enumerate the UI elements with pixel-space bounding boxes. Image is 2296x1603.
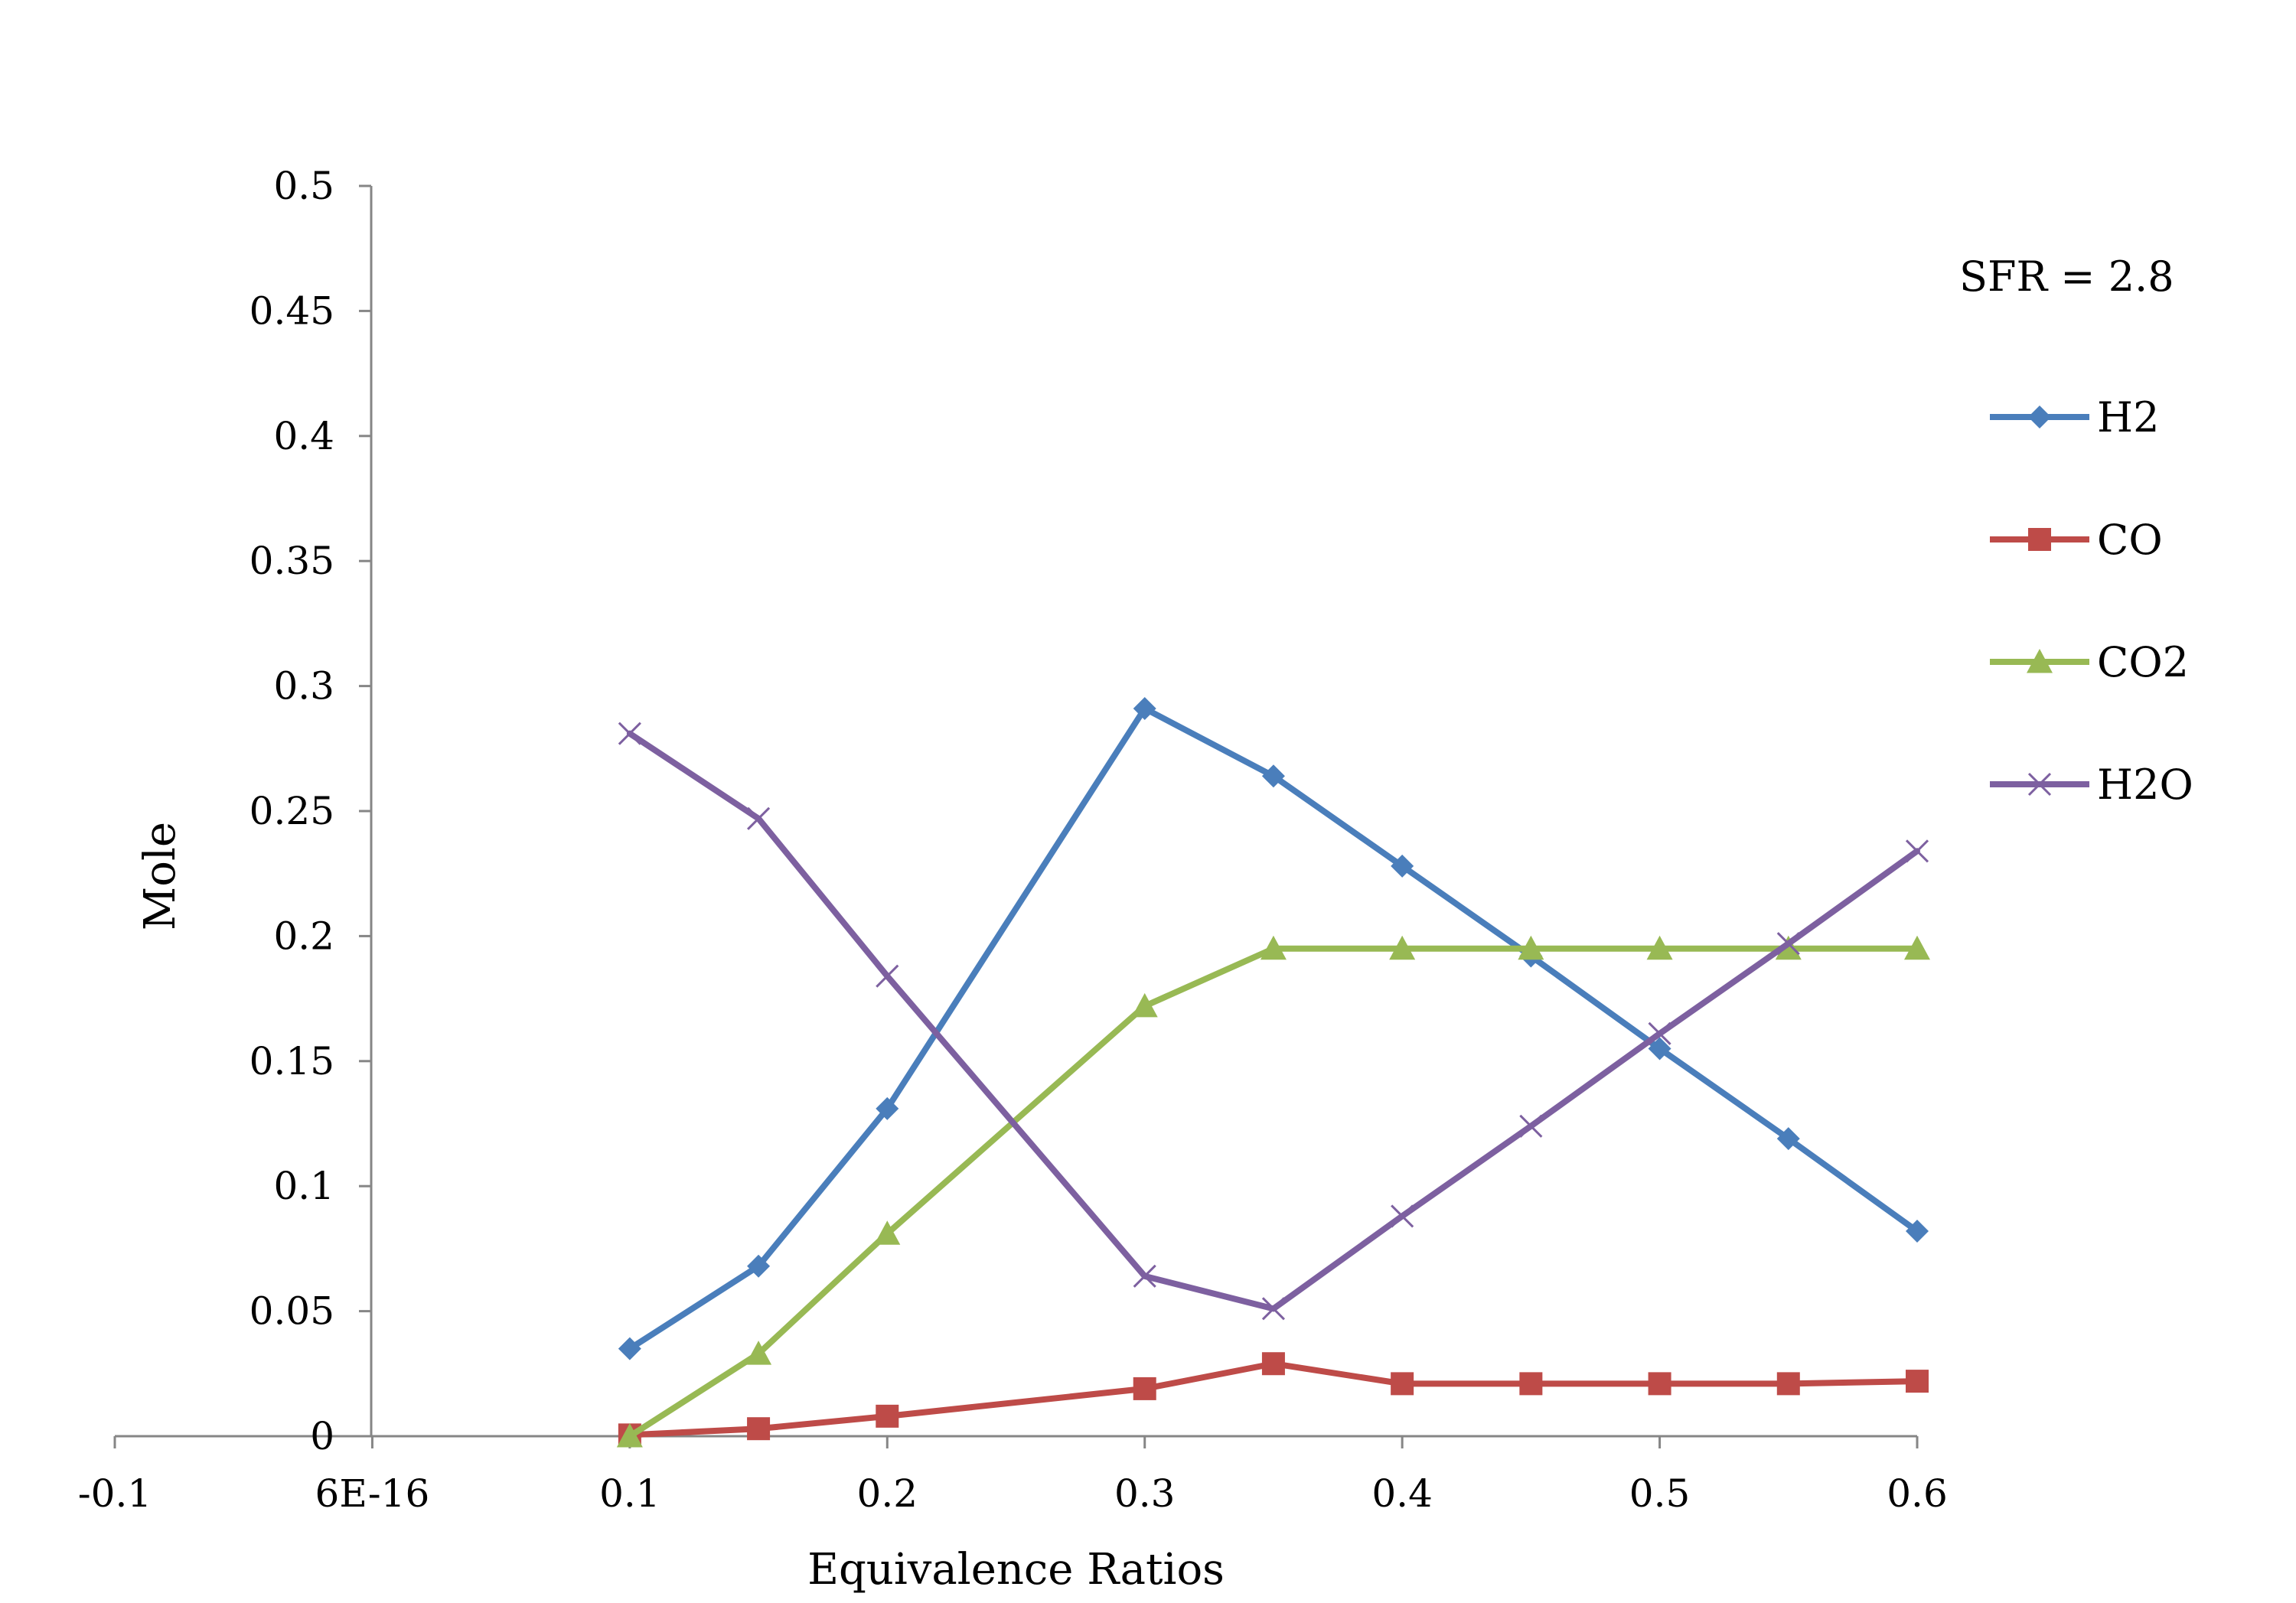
y-tick-label: 0.3 <box>273 664 334 709</box>
h2o-point <box>1261 1297 1285 1321</box>
h2o-point <box>1905 839 1929 863</box>
legend-marker-h2 <box>2028 406 2051 428</box>
y-tick-label: 0.1 <box>273 1164 334 1208</box>
x-tick-label: 0.5 <box>1629 1471 1691 1516</box>
y-tick-label: 0.4 <box>273 414 334 458</box>
h2-point <box>1261 764 1285 788</box>
co2-line <box>626 945 1920 1439</box>
co2-point <box>1904 935 1930 960</box>
h2o-point-stroke <box>618 722 641 745</box>
legend: H2 CO CO2 H2O <box>1990 393 2193 809</box>
x-axis-title: Equivalence Ratios <box>807 1545 1225 1595</box>
h2o-point-stroke <box>1133 1264 1156 1288</box>
h2o-point-stroke <box>1261 1297 1285 1321</box>
x-axis-ticks: -0.1 6E-16 0.1 0.2 0.3 0.4 0.5 0.6 <box>78 1436 1948 1516</box>
h2-point <box>1133 697 1156 721</box>
h2-series <box>618 697 1929 1360</box>
co2-point <box>1131 992 1158 1018</box>
co2-point <box>1775 935 1802 960</box>
legend-marker-co2 <box>2027 649 2053 673</box>
x-tick-label: 0.4 <box>1371 1471 1433 1516</box>
co2-point <box>1646 935 1673 960</box>
h2-point <box>876 1096 899 1120</box>
y-tick-label: 0.05 <box>249 1289 334 1334</box>
h2-point <box>747 1254 771 1278</box>
h2o-point-stroke <box>1905 839 1929 863</box>
h2o-point <box>1391 1204 1414 1228</box>
legend-item-h2: H2 <box>1990 393 2159 441</box>
h2o-point-stroke <box>1776 932 1800 956</box>
co2-point <box>1389 935 1416 960</box>
h2-point <box>618 1337 641 1360</box>
h2o-point <box>747 806 771 830</box>
x-tick-label: 0.2 <box>857 1471 918 1516</box>
co-point <box>1261 1352 1285 1376</box>
x-tick-label: 6E-16 <box>315 1471 430 1516</box>
h2o-point-stroke <box>1648 1021 1671 1045</box>
h2o-point <box>876 964 899 988</box>
legend-label-co: CO <box>2097 516 2163 564</box>
co-point <box>1906 1370 1929 1393</box>
h2o-point-stroke <box>2027 772 2052 797</box>
legend-marker-co <box>2028 528 2051 551</box>
legend-label-h2o: H2O <box>2097 761 2193 809</box>
co2-point <box>1518 935 1544 960</box>
h2o-point <box>618 722 641 745</box>
h2o-point-stroke <box>876 964 899 988</box>
y-tick-label: 0.5 <box>273 164 334 208</box>
h2o-point <box>1776 932 1800 956</box>
co-point <box>1391 1372 1414 1396</box>
h2o-point <box>1519 1114 1543 1138</box>
y-tick-label: 0.15 <box>249 1039 334 1083</box>
y-axis-ticks: 0 0.05 0.1 0.15 0.2 0.25 0.3 0.35 0.4 0.45 0.5 <box>249 164 371 1458</box>
legend-marker-h2o <box>2027 772 2052 797</box>
y-tick-label: 0.2 <box>273 914 334 958</box>
h2o-point <box>1648 1021 1671 1045</box>
y-tick-label: 0.25 <box>249 789 334 833</box>
h2-point <box>1906 1220 1929 1243</box>
co-point <box>876 1404 899 1428</box>
x-tick-label: 0.6 <box>1887 1471 1948 1516</box>
h2-point <box>1648 1037 1671 1061</box>
co2-point <box>745 1341 772 1365</box>
co-point <box>1776 1372 1800 1396</box>
co2-point <box>616 1423 643 1448</box>
x-tick-label: -0.1 <box>78 1471 152 1516</box>
x-tick-label: 0.1 <box>599 1471 660 1516</box>
y-tick-label: 0 <box>310 1414 334 1458</box>
sfr-annotation: SFR = 2.8 <box>1959 253 2174 301</box>
legend-label-co2: CO2 <box>2097 638 2189 686</box>
h2o-series <box>618 722 1929 1321</box>
axes: 0 0.05 0.1 0.15 0.2 0.25 0.3 0.35 0.4 0.45 0.5 -0.… <box>78 164 1948 1516</box>
legend-item-h2o: H2O <box>1990 761 2193 809</box>
co2-point <box>874 1220 901 1245</box>
legend-item-co2: CO2 <box>1990 638 2189 686</box>
h2o-point-stroke <box>1391 1204 1414 1228</box>
series-layer <box>616 697 1930 1448</box>
legend-label-h2: H2 <box>2097 393 2159 441</box>
h2o-point-stroke <box>1519 1114 1543 1138</box>
x-tick-label: 0.3 <box>1114 1471 1176 1516</box>
y-axis-title: Mole <box>135 822 185 930</box>
co-point <box>1133 1377 1156 1400</box>
co-point <box>1648 1372 1671 1396</box>
co2-series <box>616 935 1930 1448</box>
y-tick-label: 0.35 <box>249 539 334 583</box>
co2-point <box>1260 935 1287 960</box>
co-line <box>626 1360 1920 1438</box>
h2o-line <box>626 730 1920 1312</box>
co-series <box>618 1352 1929 1447</box>
h2-point <box>1391 854 1414 878</box>
h2o-point-stroke <box>747 806 771 830</box>
h2-point <box>1776 1127 1800 1151</box>
legend-item-co: CO <box>1990 516 2163 564</box>
h2o-point <box>1133 1264 1156 1288</box>
co-point <box>747 1417 771 1441</box>
co-point <box>1519 1372 1543 1396</box>
h2-line <box>626 705 1920 1352</box>
y-tick-label: 0.45 <box>249 288 334 333</box>
